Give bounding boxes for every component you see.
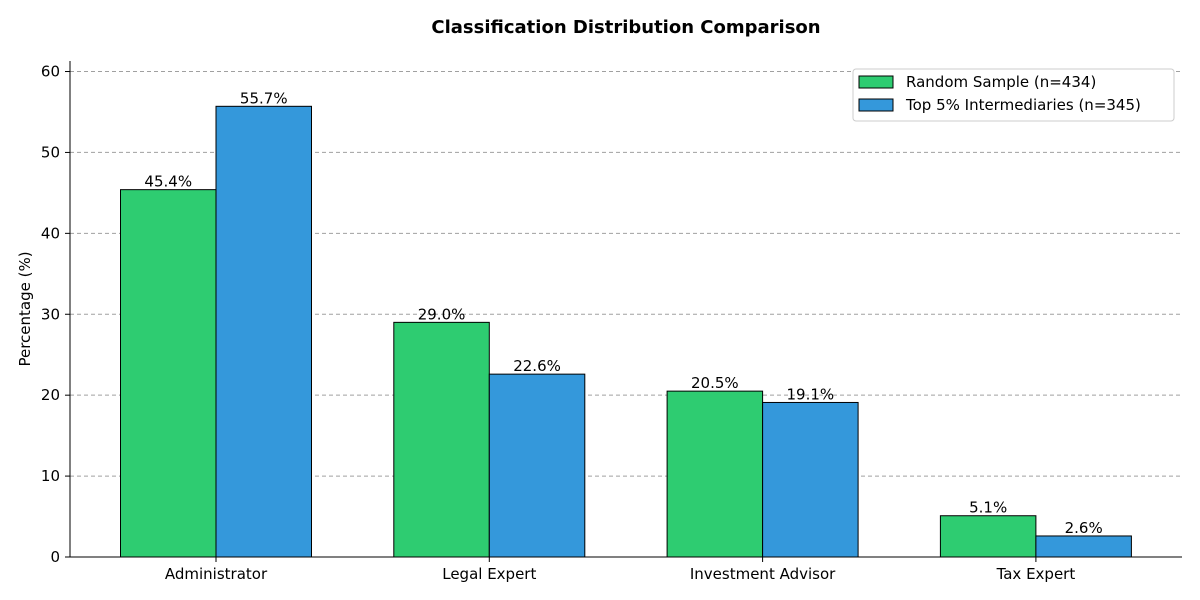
x-tick-label: Administrator — [165, 565, 268, 583]
legend: Random Sample (n=434) Top 5% Intermediari… — [852, 68, 1175, 122]
bar-data-label: 20.5% — [691, 374, 739, 392]
y-tick-label: 50 — [41, 143, 60, 161]
bar-data-label: 5.1% — [969, 499, 1007, 517]
x-tick-label: Legal Expert — [442, 565, 536, 583]
bar — [762, 401, 859, 558]
legend-entry-label: Random Sample (n=434) — [906, 73, 1096, 91]
y-tick-label: 40 — [41, 224, 60, 242]
bar-data-label: 55.7% — [240, 89, 288, 107]
bar-data-label: 45.4% — [144, 173, 192, 191]
y-tick-label: 10 — [41, 467, 60, 485]
x-tick-label: Tax Expert — [996, 565, 1076, 583]
bar-data-label: 29.0% — [418, 305, 466, 323]
data-labels: 45.4% 55.7% 29.0% 22.6% 20.5% 19.1% 5.1% 2.6% — [144, 89, 1102, 537]
legend-swatch — [858, 98, 894, 112]
bar-data-label: 19.1% — [787, 385, 835, 403]
bar — [488, 373, 586, 558]
y-axis-label: Percentage (%) — [16, 251, 34, 366]
legend-swatch — [858, 75, 894, 89]
bar-data-label: 22.6% — [513, 357, 561, 375]
bar-data-label: 2.6% — [1065, 519, 1103, 537]
bar — [939, 515, 1037, 558]
y-tick-label: 20 — [41, 386, 60, 404]
y-tick-label: 60 — [41, 63, 60, 81]
legend-entry-label: Top 5% Intermediaries (n=345) — [905, 96, 1141, 114]
y-tick-label: 0 — [50, 548, 60, 566]
bar — [215, 105, 312, 558]
bar — [666, 390, 764, 558]
legend-box — [852, 68, 1175, 122]
chart-title: Classification Distribution Comparison — [431, 17, 820, 38]
axes: 0 10 20 30 40 50 60 Administrator Legal Expert In… — [41, 61, 1182, 583]
bars — [120, 105, 1132, 558]
bar — [120, 189, 217, 558]
y-tick-label: 30 — [41, 305, 60, 323]
bar — [1035, 535, 1132, 558]
bar — [393, 321, 490, 558]
x-tick-label: Investment Advisor — [690, 565, 836, 583]
